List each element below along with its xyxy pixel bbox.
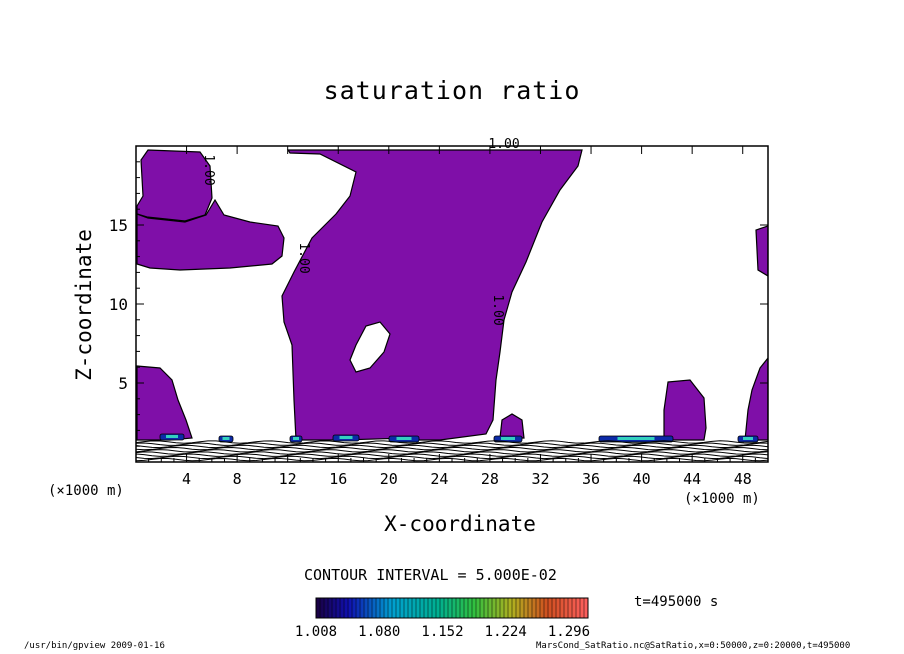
contour-line	[136, 449, 768, 453]
contour-region	[744, 357, 768, 441]
contour-region	[136, 198, 285, 271]
x-tick-label: 12	[279, 470, 297, 488]
contour-line	[136, 442, 768, 446]
supersat-core	[339, 436, 353, 439]
x-unit-label-left: (×1000 m)	[48, 483, 124, 499]
colorbar-tick-label: 1.296	[548, 624, 590, 640]
y-axis-label: Z-coordinate	[72, 229, 96, 381]
x-tick-label: 4	[182, 470, 191, 488]
x-tick-label: 48	[734, 470, 752, 488]
x-tick-label: 32	[531, 470, 549, 488]
x-tick-label: 28	[481, 470, 499, 488]
contour-label: 1.00	[296, 242, 311, 273]
x-tick-label: 20	[380, 470, 398, 488]
contour-fill-group	[136, 149, 768, 462]
supersat-core	[166, 435, 178, 438]
x-axis-label: X-coordinate	[384, 512, 536, 536]
contour-line	[136, 446, 768, 451]
supersat-core	[743, 437, 753, 440]
contour-line	[136, 440, 768, 444]
x-tick-label: 24	[430, 470, 448, 488]
colorbar-tick-label: 1.080	[358, 624, 400, 640]
x-tick-label: 16	[329, 470, 347, 488]
y-tick-label: 10	[109, 295, 128, 314]
x-tick-label: 36	[582, 470, 600, 488]
contour-line	[136, 453, 768, 457]
contour-region	[499, 413, 525, 439]
x-tick-label: 8	[233, 470, 242, 488]
supersat-core	[396, 437, 412, 440]
colorbar-tick-label: 1.152	[421, 624, 463, 640]
contour-line	[136, 457, 768, 462]
contour-line	[136, 455, 768, 460]
supersat-core	[293, 437, 299, 440]
contour-hole	[349, 321, 391, 373]
contour-label: 1.00	[201, 154, 216, 185]
colorbar-tick-label: 1.224	[485, 624, 527, 640]
chart-title: saturation ratio	[323, 76, 581, 105]
y-tick-label: 5	[118, 374, 128, 393]
contour-region	[281, 149, 583, 441]
contour-line	[136, 444, 768, 449]
colorbar-tick-label: 1.008	[295, 624, 337, 640]
supersat-core	[501, 437, 515, 440]
footer-left: /usr/bin/gpview 2009-01-16	[24, 641, 165, 651]
supersat-core	[222, 437, 230, 440]
contour-line	[136, 451, 768, 455]
contour-region	[136, 365, 193, 441]
time-label: t=495000 s	[634, 594, 719, 610]
contour-interval-text: CONTOUR INTERVAL = 5.000E-02	[304, 566, 557, 584]
contour-region	[663, 379, 707, 441]
x-unit-label-right: (×1000 m)	[684, 491, 760, 507]
x-tick-label: 40	[633, 470, 651, 488]
supersat-core	[617, 437, 655, 440]
footer-right: MarsCond_SatRatio.nc@SatRatio,x=0:50000,…	[536, 641, 851, 651]
y-tick-label: 15	[109, 216, 128, 235]
contour-label: 1.00	[490, 294, 505, 325]
contour-label: 1.00	[488, 137, 519, 152]
contour-region	[755, 225, 768, 277]
contour-region	[136, 149, 213, 222]
x-tick-label: 44	[683, 470, 701, 488]
